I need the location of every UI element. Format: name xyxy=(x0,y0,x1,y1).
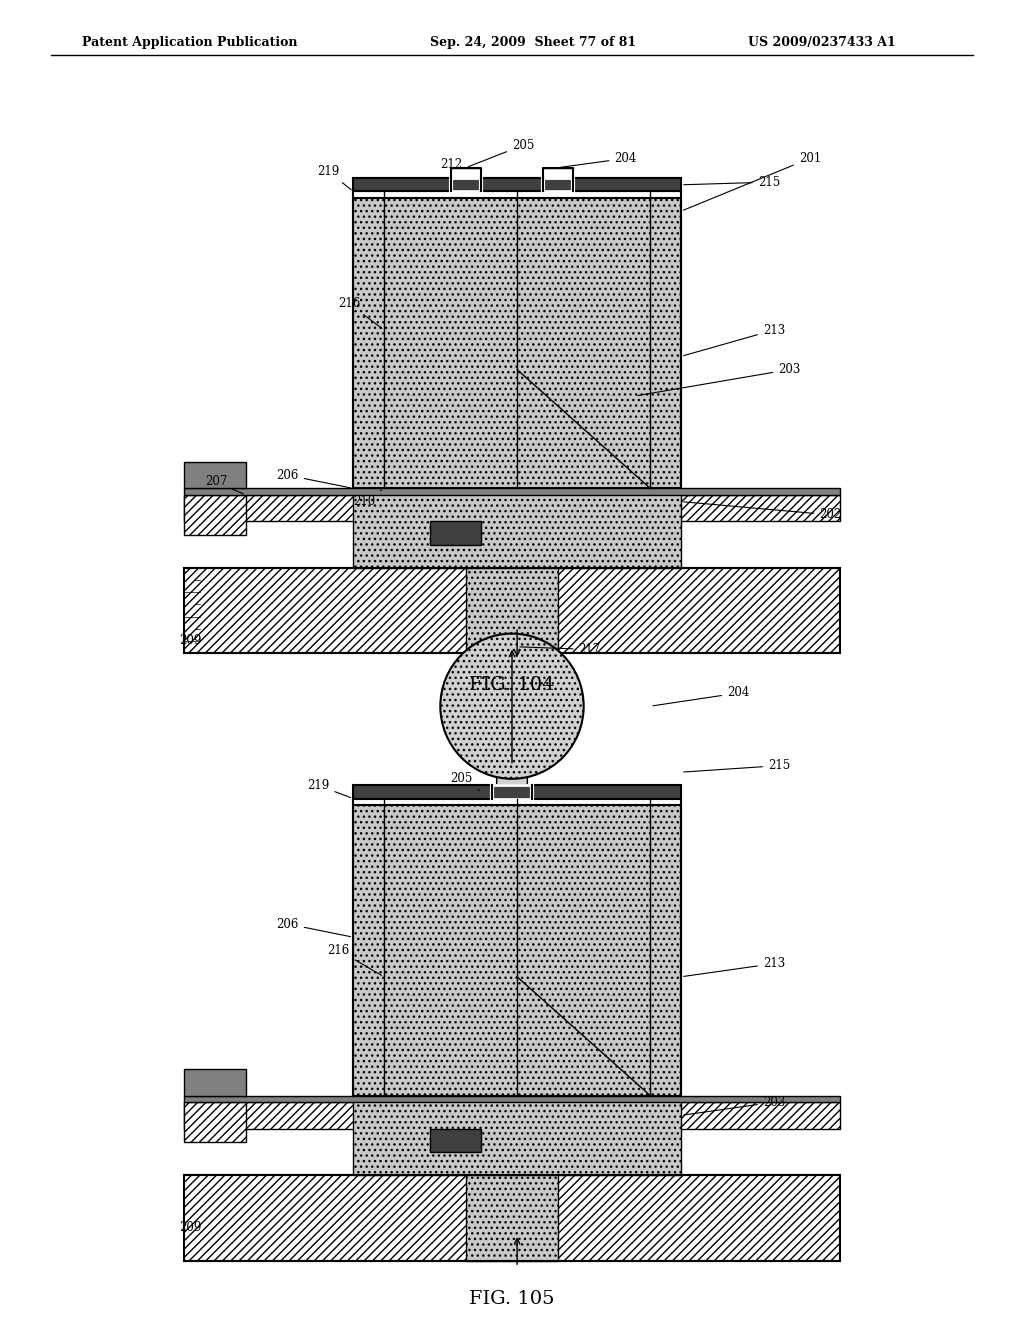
Bar xyxy=(353,488,681,568)
Text: 207: 207 xyxy=(205,475,244,494)
Bar xyxy=(184,568,840,653)
Text: 204: 204 xyxy=(653,686,750,706)
Bar xyxy=(353,805,681,1096)
Text: 206: 206 xyxy=(276,917,350,937)
Bar xyxy=(466,568,558,653)
Text: 217: 217 xyxy=(520,643,601,656)
Polygon shape xyxy=(492,752,532,785)
Bar xyxy=(353,785,681,799)
Text: Sep. 24, 2009  Sheet 77 of 81: Sep. 24, 2009 Sheet 77 of 81 xyxy=(430,36,636,49)
Text: 219: 219 xyxy=(317,165,351,190)
Text: 202: 202 xyxy=(684,502,842,521)
Text: FIG. 105: FIG. 105 xyxy=(469,1290,555,1308)
Bar xyxy=(184,1102,840,1129)
Text: 206: 206 xyxy=(276,469,350,488)
Bar xyxy=(184,488,840,495)
Bar xyxy=(430,521,481,545)
Text: 201: 201 xyxy=(684,152,821,210)
Text: 210: 210 xyxy=(353,490,382,508)
Text: 213: 213 xyxy=(684,323,785,355)
Text: US 2009/0237433 A1: US 2009/0237433 A1 xyxy=(748,36,895,49)
Text: 213: 213 xyxy=(684,957,785,977)
Text: 219: 219 xyxy=(307,779,350,797)
Text: 216: 216 xyxy=(338,297,382,329)
Bar xyxy=(430,1129,481,1152)
Text: 205: 205 xyxy=(451,772,479,791)
Text: 203: 203 xyxy=(638,363,801,396)
Bar xyxy=(353,198,681,488)
Text: 215: 215 xyxy=(684,176,780,189)
Text: 204: 204 xyxy=(561,152,637,168)
Bar xyxy=(184,1069,246,1096)
Text: 205: 205 xyxy=(469,139,535,166)
Bar xyxy=(353,1096,681,1175)
Bar xyxy=(466,1175,558,1261)
Bar xyxy=(184,1175,840,1261)
Bar xyxy=(353,178,681,191)
Ellipse shape xyxy=(440,634,584,779)
Text: 216: 216 xyxy=(328,944,382,975)
Text: 212: 212 xyxy=(440,158,463,180)
Text: 203: 203 xyxy=(684,1096,785,1115)
Text: Patent Application Publication: Patent Application Publication xyxy=(82,36,297,49)
Bar xyxy=(184,1102,246,1142)
Text: 215: 215 xyxy=(684,759,791,772)
Bar xyxy=(184,495,246,535)
Bar xyxy=(184,495,840,521)
Text: FIG. 104: FIG. 104 xyxy=(469,676,555,694)
Bar xyxy=(184,462,246,488)
Bar xyxy=(184,1096,840,1102)
Text: 209: 209 xyxy=(179,1221,202,1234)
Text: 209: 209 xyxy=(179,634,202,647)
